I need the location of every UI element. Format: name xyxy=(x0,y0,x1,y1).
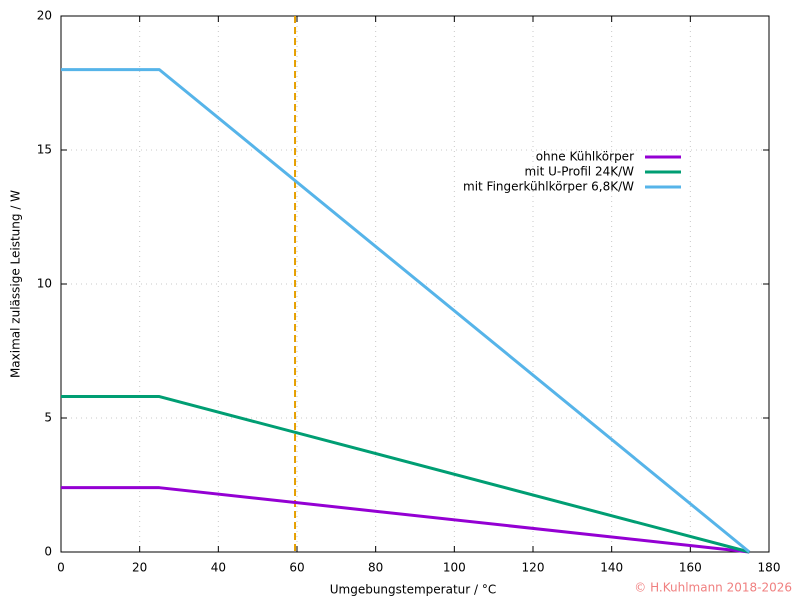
legend-label: mit U-Profil 24K/W xyxy=(525,165,635,179)
x-axis-label: Umgebungstemperatur / °C xyxy=(330,583,497,597)
series-line xyxy=(61,395,750,554)
x-tick-label: 160 xyxy=(679,561,702,575)
x-tick-label: 0 xyxy=(57,561,65,575)
copyright: © H.Kuhlmann 2018-2026 xyxy=(634,581,792,595)
y-axis-label: Maximal zulässige Leistung / W xyxy=(9,190,23,378)
x-tick-label: 100 xyxy=(443,561,466,575)
y-tick-label: 20 xyxy=(37,9,52,23)
x-tick-label: 180 xyxy=(758,561,781,575)
legend-label: mit Fingerkühlkörper 6,8K/W xyxy=(463,180,634,194)
x-tick-label: 60 xyxy=(289,561,304,575)
x-tick-label: 40 xyxy=(211,561,226,575)
y-tick-label: 0 xyxy=(44,545,52,559)
x-tick-label: 80 xyxy=(368,561,383,575)
x-tick-label: 20 xyxy=(132,561,147,575)
x-tick-label: 140 xyxy=(600,561,623,575)
legend-label: ohne Kühlkörper xyxy=(536,150,634,164)
y-tick-label: 5 xyxy=(44,411,52,425)
x-tick-label: 120 xyxy=(522,561,545,575)
y-tick-label: 10 xyxy=(37,277,52,291)
y-tick-label: 15 xyxy=(37,143,52,157)
series-line xyxy=(61,486,750,554)
plot-border xyxy=(60,15,770,553)
series-line xyxy=(61,68,751,554)
